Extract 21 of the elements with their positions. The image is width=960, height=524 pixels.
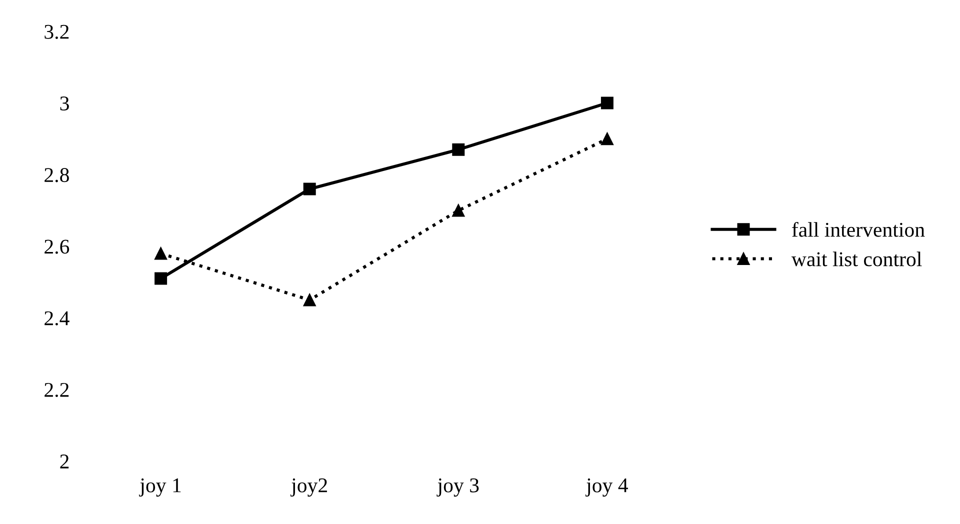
y-tick-label: 3.2: [44, 24, 69, 39]
point: [452, 204, 465, 217]
point: [154, 247, 168, 260]
y-tick-label: 2.2: [44, 382, 69, 398]
x-tick-label: joy 1: [139, 478, 181, 497]
y-tick-label: 2: [60, 454, 69, 468]
y-tick-label: 2.4: [44, 311, 70, 326]
x-tick-label: joy 3: [436, 478, 479, 497]
point: [303, 294, 316, 306]
x-tick-label: joy2: [290, 478, 327, 497]
legend-label: fall intervention: [792, 222, 925, 237]
y-tick-label: 2.8: [44, 168, 69, 182]
point: [600, 132, 614, 146]
x-tick-label: joy 4: [585, 478, 628, 497]
y-tick-label: 2.6: [44, 240, 70, 254]
point: [303, 182, 316, 196]
point: [154, 272, 168, 285]
point: [452, 143, 465, 156]
y-tick-label: 3: [60, 96, 69, 110]
point: [600, 96, 614, 110]
legend-label: wait list control: [791, 252, 922, 266]
